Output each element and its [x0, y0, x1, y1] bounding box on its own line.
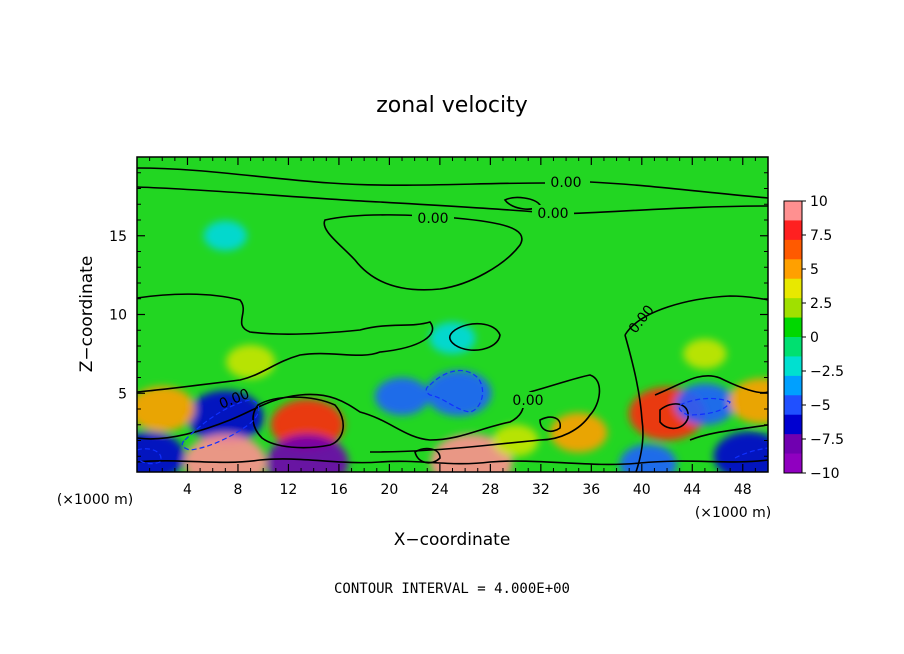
colorbar-segment	[784, 278, 802, 299]
x-tick-label: 8	[233, 482, 242, 498]
contour-line	[137, 293, 434, 393]
heatmap-cell	[426, 370, 492, 416]
colorbar-label: 10	[810, 194, 828, 210]
heatmap-cell	[729, 378, 768, 424]
contour-label-mask	[532, 205, 574, 221]
contour-line	[689, 424, 768, 441]
heatmap-cell	[374, 377, 430, 416]
colorbar-segment	[784, 434, 802, 455]
contour-interval-note: CONTOUR INTERVAL = 4.000E+00	[334, 581, 570, 597]
contour-line	[137, 186, 768, 215]
colorbar: 10 7.5 5 2.5 0 −2.5 −5 −7.5 −10	[783, 194, 844, 482]
heatmap-cell	[619, 444, 677, 472]
heatmap-cell	[203, 220, 247, 251]
heatmap-cell	[492, 424, 539, 457]
x-tick-label: 48	[734, 482, 752, 498]
heatmap-cell	[675, 383, 735, 426]
negative-contour-line	[678, 397, 731, 416]
contour-line	[659, 403, 689, 430]
colorbar-segment	[784, 220, 802, 241]
colorbar-label: −7.5	[810, 432, 844, 448]
heatmap-cell	[226, 344, 275, 379]
contour-line	[252, 396, 344, 449]
colorbar-label: 5	[810, 262, 819, 278]
colorbar-segment	[784, 356, 802, 377]
x-tick-label: 36	[582, 482, 600, 498]
contour-label: 0.00	[550, 175, 581, 191]
contour-line	[414, 447, 441, 464]
colorbar-segment	[784, 395, 802, 416]
heatmap-cell	[683, 338, 727, 369]
x-tick-label: 32	[532, 482, 550, 498]
y-tick-label: 10	[109, 308, 127, 324]
heatmap-cell	[429, 322, 476, 355]
contour-line	[448, 322, 501, 351]
plot-area: 0.00 0.00 0.00 0.00 0.00 0.00	[137, 157, 768, 472]
x-tick-label: 40	[633, 482, 651, 498]
colorbar-label: −10	[810, 466, 840, 482]
x-unit-label-left: (×1000 m)	[57, 492, 133, 508]
colorbar-segment	[784, 298, 802, 319]
contour-line	[624, 334, 644, 472]
colorbar-segment	[784, 453, 802, 474]
contour-label-mask	[507, 392, 549, 408]
colorbar-label: −5	[810, 398, 831, 414]
colorbar-segment	[784, 317, 802, 338]
y-tick-label: 15	[109, 229, 127, 245]
x-tick-label: 44	[683, 482, 701, 498]
colorbar-segment	[784, 375, 802, 396]
contour-line	[137, 458, 768, 466]
heatmap-cell	[266, 434, 349, 472]
x-tick-label: 16	[330, 482, 348, 498]
contour-label-group: 0.00 0.00 0.00 0.00 0.00 0.00	[217, 174, 658, 413]
contour-label: 0.00	[417, 211, 448, 227]
heatmap-cell	[550, 412, 608, 453]
x-tick-label: 28	[481, 482, 499, 498]
x-axis-label: X−coordinate	[394, 530, 511, 550]
colorbar-segment	[784, 201, 802, 221]
contour-label: 0.00	[512, 393, 543, 409]
heatmap-cell	[713, 431, 768, 472]
contour-line	[624, 295, 768, 336]
colorbar-label: 0	[810, 330, 819, 346]
colorbar-segment	[784, 414, 802, 435]
colorbar-label: −2.5	[810, 364, 844, 380]
contour-line	[137, 167, 768, 199]
negative-contour-line	[137, 448, 162, 465]
contour-label-mask	[545, 174, 587, 190]
colorbar-segment	[784, 259, 802, 280]
contour-label-mask	[412, 210, 454, 226]
negative-contour-line	[181, 399, 260, 451]
heatmap-cell	[137, 386, 195, 432]
x-tick-label: 20	[380, 482, 398, 498]
contour-line	[654, 374, 768, 396]
y-axis-label: Z−coordinate	[77, 256, 97, 373]
contour-label: 0.00	[537, 206, 568, 222]
contour-line	[539, 416, 562, 433]
x-ticks: 4 8 12 16 20 24 28 32 36 40 44 48	[149, 157, 756, 498]
x-tick-label: 24	[431, 482, 449, 498]
x-tick-label: 12	[280, 482, 298, 498]
y-tick-label: 5	[118, 386, 127, 402]
colorbar-label: 7.5	[810, 228, 832, 244]
y-ticks: 5 10 15	[109, 172, 768, 457]
colorbar-segment	[784, 239, 802, 260]
colorbar-label: 2.5	[810, 296, 832, 312]
x-unit-label-right: (×1000 m)	[695, 505, 771, 521]
x-tick-label: 4	[183, 482, 192, 498]
colorbar-segment	[784, 337, 802, 357]
chart-title: zonal velocity	[376, 93, 528, 118]
heatmap-cell	[187, 390, 264, 444]
